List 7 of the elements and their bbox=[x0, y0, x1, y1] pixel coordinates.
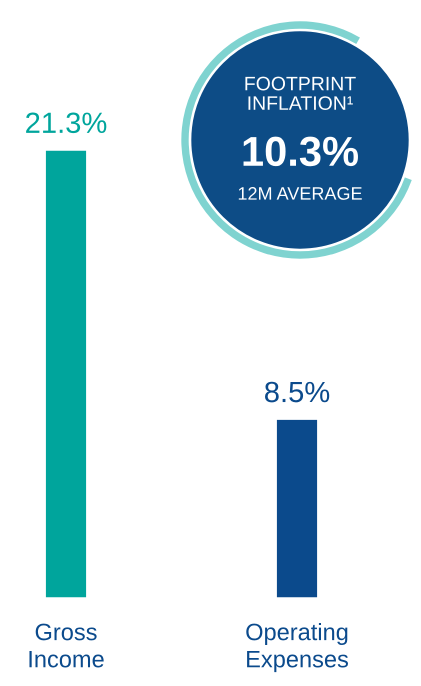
text: FOOTPRINT INFLATION¹ bbox=[245, 76, 356, 110]
annotation: 12M AVERAGE bbox=[238, 187, 362, 200]
annotation: 10.3% bbox=[244, 136, 358, 166]
x-tick-label: Operating Expenses bbox=[246, 623, 348, 672]
x-tick-label: Gross Income bbox=[29, 624, 104, 668]
data-label: 8.5% bbox=[265, 382, 330, 402]
data-label: 21.3% bbox=[26, 112, 106, 134]
